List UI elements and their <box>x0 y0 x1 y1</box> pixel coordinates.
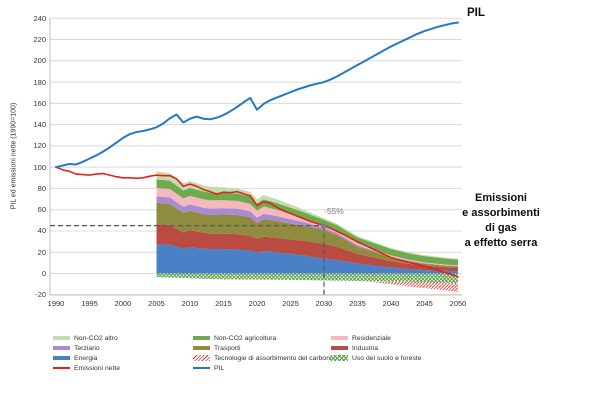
legend-item-uso-del-suolo-e-foreste: Uso del suolo e foreste <box>331 353 422 363</box>
legend-label: Industria <box>352 344 379 352</box>
legend-label: Residenziale <box>352 334 391 342</box>
x-tick-label-2010: 2010 <box>181 299 199 308</box>
legend-swatch-non-co2-altro <box>53 335 70 341</box>
y-tick-label-100: 100 <box>33 162 46 172</box>
legend-swatch-emissioni-nette <box>53 367 70 369</box>
target-dashed-lines <box>50 225 325 295</box>
area-industria <box>156 224 458 272</box>
area-residenziale <box>156 187 458 267</box>
legend-column-1: Non-CO2 altro Terziario Energia Emissioni n… <box>53 333 120 373</box>
axes <box>49 18 462 296</box>
legend-swatch-trasporti <box>193 345 210 351</box>
legend-column-2: Non-CO2 agricoltura Trasporti Tecnologie d… <box>193 333 335 373</box>
legend-label: Trasporti <box>214 344 241 352</box>
legend-column-3: Residenziale Industria Uso del suolo e for… <box>331 333 422 363</box>
legend-swatch-pil <box>193 367 210 369</box>
y-tick-label--20: -20 <box>35 290 46 300</box>
area-uso-del-suolo-e-foreste <box>156 273 458 284</box>
legend-item-terziario: Terziario <box>53 343 120 353</box>
area-non-co2-agricoltura <box>156 179 458 266</box>
legend-swatch-tecnologie-di-assorbimento-del-carbonio <box>193 355 210 361</box>
y-axis-title: PIL ed emissioni nette (1990=100) <box>10 102 18 210</box>
legend-label: Tecnologie di assorbimento del carbonio <box>214 354 336 362</box>
legend-label: Energia <box>74 354 98 362</box>
y-tick-label-0: 0 <box>41 269 46 278</box>
legend-label: Terziario <box>74 344 100 352</box>
target-dot <box>321 222 327 229</box>
x-tick-label-1990: 1990 <box>47 299 65 308</box>
line-emissioni-nette <box>55 166 459 278</box>
legend-item-residenziale: Residenziale <box>331 333 422 343</box>
x-tick-label-2035: 2035 <box>349 299 366 308</box>
area-terziario <box>156 196 458 267</box>
y-tick-label-240: 240 <box>33 13 46 23</box>
legend-swatch-energia <box>53 355 70 361</box>
legend-item-pil: PIL <box>193 363 335 373</box>
legend-swatch-residenziale <box>331 335 348 341</box>
line-pil <box>55 21 459 169</box>
legend-item-non-co2-altro: Non-CO2 altro <box>53 333 120 343</box>
x-tick-label-2025: 2025 <box>282 299 299 308</box>
legend-label: PIL <box>214 364 225 372</box>
legend-item-non-co2-agricoltura: Non-CO2 agricoltura <box>193 333 335 343</box>
y-tick-label-200: 200 <box>33 56 46 66</box>
y-tick-label-80: 80 <box>37 183 46 193</box>
x-tick-label-2050: 2050 <box>449 299 467 308</box>
legend-item-energia: Energia <box>53 353 120 363</box>
y-tick-label-180: 180 <box>33 77 46 87</box>
legend-label: Emissioni nette <box>74 364 121 372</box>
x-tick-label-2000: 2000 <box>114 299 132 308</box>
x-tick-label-2005: 2005 <box>148 299 165 308</box>
legend-swatch-uso-del-suolo-e-foreste <box>331 355 348 361</box>
area-trasporti <box>156 202 458 268</box>
x-tick-label-2030: 2030 <box>315 299 333 308</box>
y-tick-label-160: 160 <box>33 98 46 108</box>
y-tick-label-20: 20 <box>37 247 46 257</box>
legend-label: Uso del suolo e foreste <box>352 354 422 362</box>
series-lines <box>55 21 459 278</box>
pil-series-label: PIL <box>467 7 485 19</box>
x-tick-label-2015: 2015 <box>215 299 232 308</box>
y-tick-label-220: 220 <box>33 35 46 45</box>
legend-swatch-terziario <box>53 345 70 351</box>
legend-item-tecnologie-di-assorbimento-del-carbonio: Tecnologie di assorbimento del carbonio <box>193 353 335 363</box>
emissions-label-line-2: e assorbimenti <box>462 207 540 219</box>
legend-label: Non-CO2 altro <box>74 334 118 342</box>
emissions-label-line-1: Emissioni <box>475 192 527 204</box>
target-point-2030 <box>321 222 327 229</box>
x-tick-label-2045: 2045 <box>416 299 433 308</box>
emissions-label-line-3: di gas <box>485 222 517 234</box>
x-tick-label-2040: 2040 <box>382 299 400 308</box>
x-tick-label-2020: 2020 <box>248 299 266 308</box>
y-tick-label-140: 140 <box>33 120 46 130</box>
legend-item-industria: Industria <box>331 343 422 353</box>
y-tick-label-40: 40 <box>37 226 46 236</box>
legend-item-emissioni-nette: Emissioni nette <box>53 363 120 373</box>
minus-55-annotation: -55% <box>324 206 344 216</box>
emissions-label-line-4: a effetto serra <box>464 237 538 249</box>
y-tick-label-60: 60 <box>37 205 46 215</box>
emissions-block-label: Emissioni e assorbimenti di gas a effett… <box>450 191 552 251</box>
area-tecnologie-di-assorbimento-del-carbonio <box>156 277 458 293</box>
stacked-areas <box>156 171 458 293</box>
legend-swatch-industria <box>331 345 348 351</box>
area-energia <box>156 244 458 274</box>
x-tick-label-1995: 1995 <box>81 299 98 308</box>
y-tick-label-120: 120 <box>33 141 46 151</box>
legend-label: Non-CO2 agricoltura <box>214 334 277 342</box>
legend-item-trasporti: Trasporti <box>193 343 335 353</box>
legend-swatch-non-co2-agricoltura <box>193 335 210 341</box>
